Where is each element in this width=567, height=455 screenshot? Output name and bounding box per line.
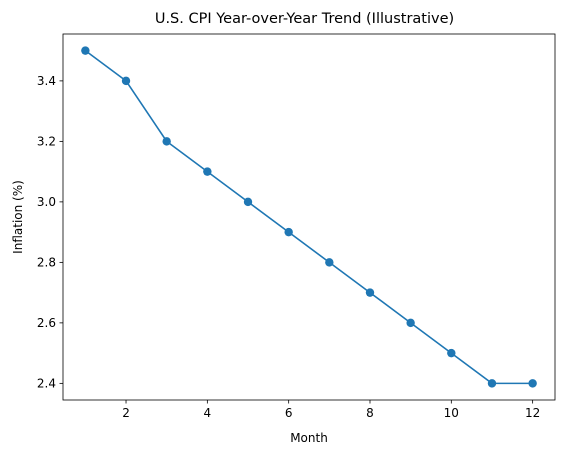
y-tick-label: 2.6 bbox=[37, 316, 56, 330]
plot-area bbox=[62, 33, 556, 401]
data-point bbox=[487, 379, 497, 388]
y-axis-ticks: 2.4 2.6 2.8 3.0 3.2 3.4 bbox=[37, 74, 63, 391]
x-tick-label: 12 bbox=[525, 406, 540, 420]
data-point bbox=[365, 288, 375, 297]
data-point bbox=[406, 318, 415, 328]
x-axis-ticks: 2 4 6 8 10 12 bbox=[122, 400, 540, 420]
chart-title: U.S. CPI Year-over-Year Trend (Illustrat… bbox=[155, 11, 454, 27]
x-tick-label: 2 bbox=[122, 406, 130, 420]
data-point bbox=[203, 167, 212, 176]
series-line bbox=[84, 49, 534, 385]
y-tick-label: 3.4 bbox=[37, 74, 56, 88]
data-point bbox=[121, 76, 131, 86]
data-point bbox=[162, 137, 171, 146]
x-tick-label: 10 bbox=[444, 406, 459, 420]
y-tick-label: 2.4 bbox=[37, 377, 56, 391]
data-point bbox=[243, 197, 253, 207]
y-tick-label: 3.0 bbox=[37, 195, 56, 209]
y-axis-title: Inflation (%) bbox=[11, 180, 25, 254]
series-layer bbox=[81, 46, 537, 388]
y-tick-label: 3.2 bbox=[37, 135, 56, 149]
axes-frame bbox=[62, 33, 556, 401]
data-point bbox=[528, 379, 537, 388]
data-point bbox=[81, 46, 90, 55]
y-tick-label: 2.8 bbox=[37, 256, 56, 270]
data-point bbox=[325, 258, 334, 267]
x-axis-title: Month bbox=[290, 431, 328, 445]
x-tick-label: 4 bbox=[204, 406, 212, 420]
x-tick-label: 6 bbox=[285, 406, 293, 420]
x-tick-label: 8 bbox=[366, 406, 374, 420]
data-point bbox=[284, 227, 293, 237]
data-point bbox=[447, 348, 456, 358]
